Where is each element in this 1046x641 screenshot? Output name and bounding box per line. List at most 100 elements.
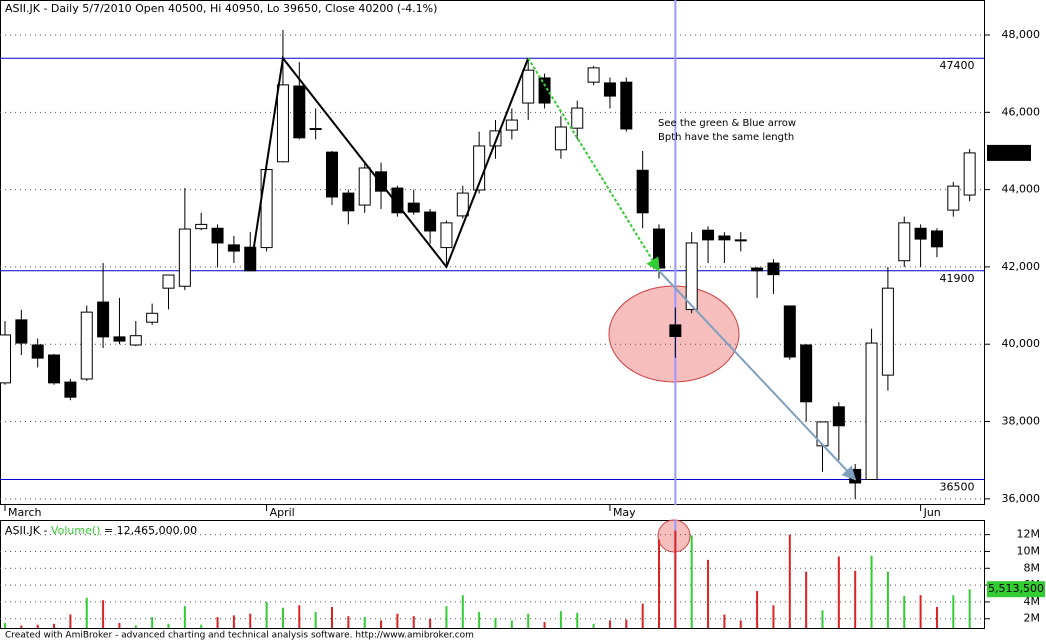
- candle-body: [162, 274, 175, 289]
- x-tick-label: Jun: [923, 506, 941, 519]
- y-tick-label: 38,000: [1002, 415, 1041, 428]
- candle-body: [734, 239, 747, 242]
- y-tick-label: 48,000: [1002, 28, 1041, 41]
- volume-title: ASII.JK - Volume() = 12,465,000.00: [5, 524, 197, 537]
- candle-body: [195, 223, 208, 230]
- volume-bar: [658, 539, 660, 628]
- volume-bar: [903, 596, 906, 628]
- volume-title-prefix: ASII.JK -: [5, 524, 51, 537]
- volume-bar: [707, 559, 710, 628]
- last-price-box: [987, 144, 1031, 161]
- volume-bar: [788, 534, 791, 628]
- y-tick-label: 46,000: [1002, 105, 1041, 118]
- candle-body: [505, 119, 518, 131]
- last-volume-label: 5,513,500: [988, 582, 1044, 595]
- volume-bar: [445, 606, 448, 628]
- candle-body: [522, 69, 535, 104]
- volume-bar: [559, 611, 562, 628]
- candle-body: [146, 312, 159, 323]
- y-tick-label: 36,000: [1002, 492, 1041, 505]
- arrow: [527, 57, 660, 272]
- candle-body: [276, 84, 289, 163]
- candle-body: [64, 381, 77, 398]
- candle-body: [620, 81, 633, 130]
- candle-body: [538, 77, 551, 104]
- candle-body: [15, 319, 28, 344]
- candle-body: [603, 82, 616, 97]
- candle-body: [48, 354, 61, 384]
- volume-bar: [347, 616, 350, 628]
- volume-bar: [625, 619, 628, 628]
- candle-body: [97, 301, 110, 338]
- volume-bar: [576, 612, 579, 628]
- volume-title-suffix: = 12,465,000.00: [100, 524, 197, 537]
- volume-bar: [183, 606, 186, 628]
- level-label: 36500: [940, 480, 975, 493]
- y-tick-label: 40,000: [1002, 337, 1041, 350]
- candle-body: [31, 344, 44, 359]
- volume-bar: [543, 622, 546, 628]
- volume-bar: [690, 535, 693, 628]
- volume-panel: [0, 520, 985, 629]
- volume-bar: [739, 620, 742, 628]
- volume-bar: [216, 617, 219, 628]
- candle-body: [587, 67, 600, 83]
- candle-body: [440, 222, 453, 249]
- x-tick-label: April: [270, 506, 295, 519]
- volume-bar: [429, 618, 432, 628]
- y-tick-label: 2M: [1024, 612, 1041, 625]
- volume-bar: [756, 590, 759, 628]
- candle-body: [751, 267, 764, 272]
- candle-body: [881, 287, 894, 376]
- last-price-label: 44,950: [990, 146, 1029, 159]
- volume-bar: [772, 605, 775, 628]
- annotation: See the green & Blue arrow: [658, 118, 796, 129]
- volume-bar: [527, 613, 530, 628]
- volume-bar: [118, 622, 121, 628]
- volume-bar: [968, 589, 971, 628]
- candle-body: [80, 311, 93, 380]
- candle-body: [669, 324, 682, 337]
- volume-bar: [641, 603, 644, 628]
- candle-body: [227, 244, 240, 252]
- volume-title-name: Volume(): [51, 524, 101, 537]
- candle-body: [178, 228, 191, 287]
- volume-bar: [935, 606, 938, 628]
- candle-body: [260, 169, 273, 249]
- volume-bar: [167, 623, 170, 628]
- candle-body: [865, 342, 878, 480]
- volume-bar: [85, 597, 88, 628]
- candle-body: [129, 335, 142, 346]
- y-tick-label: 12M: [1017, 528, 1041, 541]
- volume-bar: [134, 625, 137, 628]
- y-tick-label: 10M: [1017, 544, 1041, 557]
- volume-bar: [674, 530, 677, 628]
- candle-body: [718, 235, 731, 241]
- candle-body: [211, 227, 224, 244]
- y-tick-label: 8M: [1024, 561, 1041, 574]
- x-tick-label: March: [8, 506, 42, 519]
- candle-body: [816, 421, 829, 447]
- candle-body: [914, 227, 927, 240]
- volume-bar: [265, 601, 268, 628]
- volume-bar: [805, 571, 808, 628]
- candle-body: [947, 185, 960, 211]
- volume-bar: [723, 614, 726, 628]
- footer: Created with AmiBroker - advanced charti…: [5, 631, 474, 641]
- candle-body: [898, 222, 911, 262]
- candle-body: [571, 107, 584, 129]
- arrow: [658, 270, 857, 481]
- candle-body: [489, 130, 502, 147]
- volume-bar: [412, 616, 415, 628]
- volume-bar: [396, 613, 399, 628]
- volume-bar: [36, 624, 39, 628]
- candle-body: [930, 230, 943, 248]
- last-volume-box: [987, 581, 1045, 598]
- volume-bar: [151, 617, 154, 628]
- volume-bar: [478, 612, 481, 628]
- candle-body: [702, 229, 715, 241]
- volume-bar: [821, 610, 824, 628]
- candle-body: [653, 228, 665, 269]
